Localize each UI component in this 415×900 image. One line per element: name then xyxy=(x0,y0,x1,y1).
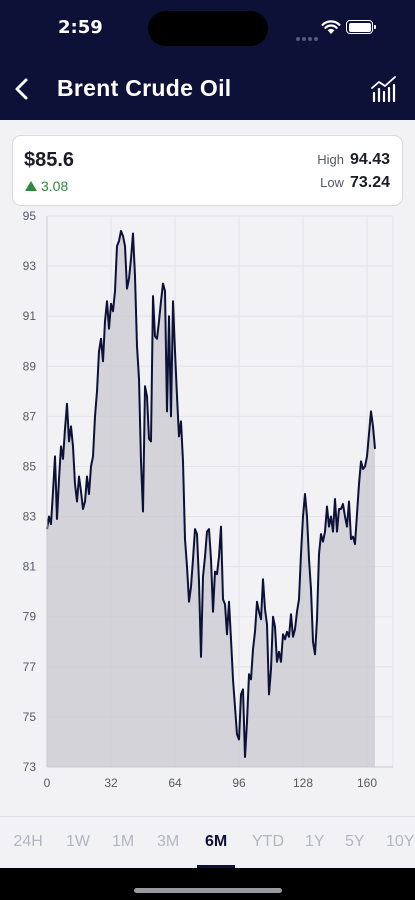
low-label: Low xyxy=(320,175,344,190)
selected-range-indicator xyxy=(197,865,235,869)
y-tick-label: 79 xyxy=(23,610,37,624)
y-tick-label: 77 xyxy=(23,660,37,674)
home-indicator xyxy=(134,888,282,893)
range-tab-1y[interactable]: 1Y xyxy=(305,833,325,850)
chevron-left-icon xyxy=(15,78,28,100)
range-tab-5y[interactable]: 5Y xyxy=(345,833,365,850)
back-button[interactable] xyxy=(8,72,40,106)
range-tab-ytd[interactable]: YTD xyxy=(252,833,284,850)
wifi-icon xyxy=(321,20,341,34)
range-tab-3m[interactable]: 3M xyxy=(157,833,180,850)
y-tick-label: 87 xyxy=(23,409,37,423)
nav-bar: Brent Crude Oil xyxy=(0,58,415,120)
y-tick-label: 73 xyxy=(23,760,37,774)
low-row: Low 73.24 xyxy=(320,174,390,192)
cellular-signal-icon xyxy=(296,28,320,46)
price-chart[interactable]: 73 75 77 79 81 83 85 87 89 91 93 95 0 32 64 96 128 160 xyxy=(0,208,415,808)
time-range-selector: 24H 1W 1M 3M 6M YTD 1Y 5Y 10Y xyxy=(0,816,415,869)
high-row: High 94.43 xyxy=(317,151,390,169)
series-area xyxy=(47,231,375,767)
status-bar: 2:59 xyxy=(0,0,415,58)
x-tick-label: 160 xyxy=(357,776,377,790)
line-chart-icon xyxy=(371,76,396,103)
y-tick-label: 91 xyxy=(23,309,37,323)
home-indicator-area xyxy=(0,868,415,900)
y-tick-label: 95 xyxy=(23,209,37,223)
chart-type-button[interactable] xyxy=(368,73,400,105)
range-tab-1w[interactable]: 1W xyxy=(66,833,90,850)
price-change-value: 3.08 xyxy=(41,178,69,194)
price-summary-card: $85.6 3.08 High 94.43 Low 73.24 xyxy=(12,135,403,206)
current-price: $85.6 xyxy=(24,149,75,171)
series-line xyxy=(46,230,376,758)
y-tick-label: 89 xyxy=(23,359,37,373)
y-tick-label: 83 xyxy=(23,510,37,524)
y-tick-label: 81 xyxy=(23,560,37,574)
battery-icon xyxy=(346,20,376,34)
y-tick-label: 75 xyxy=(23,710,37,724)
range-tab-6m[interactable]: 6M xyxy=(205,833,228,850)
high-label: High xyxy=(317,152,344,167)
price-change: 3.08 xyxy=(25,178,68,194)
x-tick-label: 128 xyxy=(293,776,313,790)
x-tick-label: 64 xyxy=(168,776,182,790)
high-value: 94.43 xyxy=(349,151,390,168)
arrow-up-icon xyxy=(25,181,37,191)
x-tick-label: 0 xyxy=(44,776,51,790)
range-tab-10y[interactable]: 10Y xyxy=(386,833,415,850)
y-tick-label: 85 xyxy=(23,459,37,473)
status-time: 2:59 xyxy=(58,17,103,38)
low-value: 73.24 xyxy=(349,174,390,191)
page-title: Brent Crude Oil xyxy=(57,75,232,101)
x-tick-label: 32 xyxy=(104,776,118,790)
x-tick-label: 96 xyxy=(232,776,246,790)
range-tab-1m[interactable]: 1M xyxy=(112,833,135,850)
dynamic-island xyxy=(148,11,268,46)
y-tick-label: 93 xyxy=(23,259,37,273)
range-tab-24h[interactable]: 24H xyxy=(13,833,43,850)
